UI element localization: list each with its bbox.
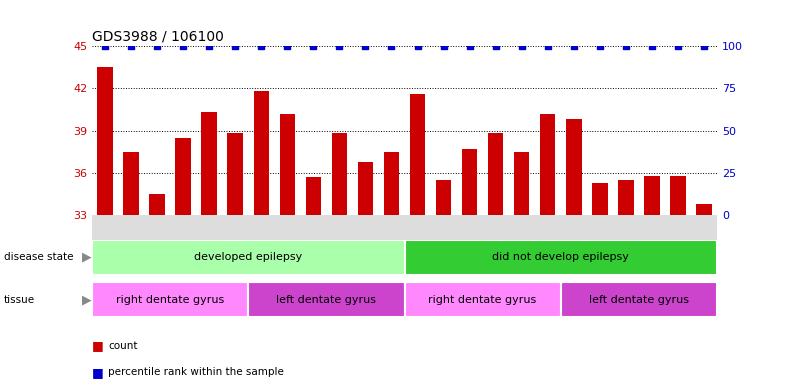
Bar [618, 180, 634, 215]
Bar [405, 240, 717, 275]
Point [411, 43, 424, 49]
Point [385, 43, 398, 49]
Text: ■: ■ [92, 339, 104, 352]
Point [541, 43, 554, 49]
Bar [488, 133, 503, 215]
Point [177, 43, 190, 49]
Bar [540, 114, 555, 215]
Text: ■: ■ [92, 366, 104, 379]
Text: disease state: disease state [4, 252, 74, 262]
Point [619, 43, 632, 49]
Bar [253, 91, 269, 215]
Text: tissue: tissue [4, 295, 35, 305]
Bar [514, 152, 529, 215]
Point [99, 43, 111, 49]
Bar [561, 282, 717, 317]
Text: percentile rank within the sample: percentile rank within the sample [108, 367, 284, 377]
Bar [175, 137, 191, 215]
Point [515, 43, 528, 49]
Point [489, 43, 502, 49]
Bar [202, 112, 217, 215]
Bar [123, 152, 139, 215]
Point [333, 43, 346, 49]
Bar [384, 152, 399, 215]
Text: right dentate gyrus: right dentate gyrus [429, 295, 537, 305]
Bar [306, 177, 321, 215]
Bar [150, 194, 165, 215]
Bar [227, 133, 244, 215]
Point [281, 43, 294, 49]
Bar [405, 282, 561, 317]
Point [646, 43, 658, 49]
Text: GDS3988 / 106100: GDS3988 / 106100 [92, 30, 224, 43]
Bar [566, 119, 582, 215]
Bar [248, 282, 405, 317]
Point [229, 43, 242, 49]
Bar [357, 162, 373, 215]
Point [567, 43, 580, 49]
Point [698, 43, 710, 49]
Text: ▶: ▶ [82, 293, 91, 306]
Text: developed epilepsy: developed epilepsy [194, 252, 303, 262]
Point [307, 43, 320, 49]
Point [463, 43, 476, 49]
Point [151, 43, 163, 49]
Bar [409, 94, 425, 215]
Point [359, 43, 372, 49]
Bar [436, 180, 452, 215]
Point [671, 43, 684, 49]
Bar [696, 204, 711, 215]
Text: left dentate gyrus: left dentate gyrus [589, 295, 689, 305]
Bar [92, 282, 248, 317]
Point [125, 43, 138, 49]
Text: right dentate gyrus: right dentate gyrus [116, 295, 224, 305]
Text: ▶: ▶ [82, 251, 91, 264]
Text: left dentate gyrus: left dentate gyrus [276, 295, 376, 305]
Bar [644, 175, 660, 215]
Bar [98, 67, 113, 215]
Point [437, 43, 450, 49]
Point [594, 43, 606, 49]
Bar [670, 175, 686, 215]
Bar [592, 183, 607, 215]
Text: count: count [108, 341, 138, 351]
Point [255, 43, 268, 49]
Bar [280, 114, 295, 215]
Bar [92, 240, 405, 275]
Bar [332, 133, 348, 215]
Text: did not develop epilepsy: did not develop epilepsy [493, 252, 629, 262]
Bar [461, 149, 477, 215]
Point [203, 43, 215, 49]
